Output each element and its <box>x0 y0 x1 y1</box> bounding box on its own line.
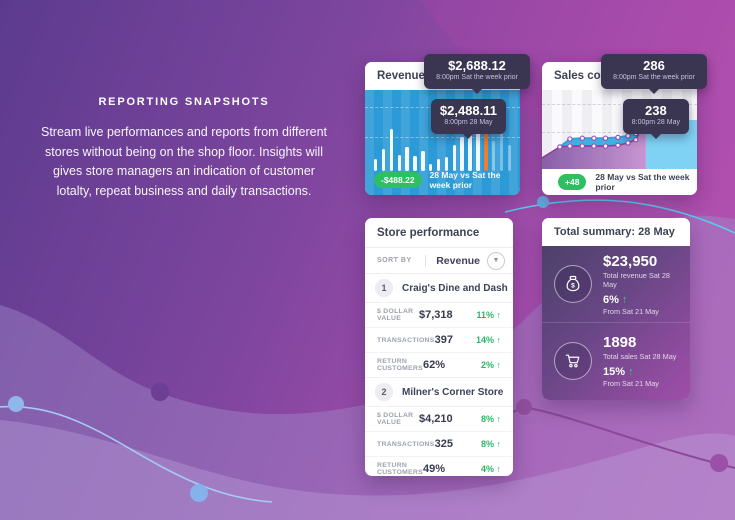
summary-value: 1898 <box>603 334 637 351</box>
store-rank-badge: 1 <box>375 279 393 297</box>
dot-blue-bottom <box>190 484 208 502</box>
store-name: Craig's Dine and Dash <box>402 282 508 294</box>
bar <box>405 147 409 171</box>
bar <box>460 137 464 171</box>
summary-label: Total sales Sat 28 May <box>603 352 677 361</box>
sales-count-card: Sales count +48 28 May vs Sat the week p… <box>542 54 707 195</box>
divider <box>425 254 426 267</box>
summary-section-sales: 1898 Total sales Sat 28 May 15% ↑ From S… <box>542 322 690 399</box>
tooltip-prior: $2,688.12 8:00pm Sat the week prior <box>424 54 530 89</box>
dot-purple-right <box>710 454 728 472</box>
dot-dark-purple <box>151 383 169 401</box>
bar <box>413 156 417 171</box>
intro-body: Stream live performances and reports fro… <box>40 125 327 198</box>
summary-title: Total summary: 28 May <box>542 218 690 246</box>
highlighted-bar <box>484 118 488 171</box>
bar <box>507 145 512 171</box>
sort-dropdown-button[interactable]: ▼ <box>487 251 505 270</box>
cart-icon <box>554 342 592 380</box>
metric-row: TRANSACTIONS 397 14% ↑ <box>365 328 513 353</box>
revenue-card: Revenue -$488.22 28 May vs Sat the week … <box>365 54 530 195</box>
bar <box>397 155 402 171</box>
bar <box>468 127 472 171</box>
bar <box>374 159 378 171</box>
bar <box>429 164 433 171</box>
metric-row: $ DOLLAR VALUE $7,318 11% ↑ <box>365 303 513 328</box>
bar <box>436 159 441 171</box>
metric-row: RETURN CUSTOMERS 49% 4% ↑ <box>377 462 501 476</box>
dot-blue-left <box>8 396 24 412</box>
store-row: 2 Milner's Corner Store <box>365 378 513 407</box>
bar <box>381 149 386 171</box>
tooltip-prior: 286 8:00pm Sat the week prior <box>601 54 707 89</box>
summary-change: 15% <box>603 366 626 378</box>
summary-label: Total revenue Sat 28 May <box>603 270 670 289</box>
store-name: Milner's Corner Store <box>402 386 504 398</box>
summary-change-label: From Sat 21 May <box>603 379 659 388</box>
summary-body: $ $23,950 Total revenue Sat 28 May 6% ↑ … <box>542 246 690 400</box>
money-bag-icon: $ <box>554 265 592 303</box>
metric-row: $ DOLLAR VALUE $4,210 8% ↑ <box>365 407 513 432</box>
metric-row: TRANSACTIONS 325 8% ↑ <box>365 432 513 457</box>
svg-text:$: $ <box>571 282 575 289</box>
sort-by-label: SORT BY <box>377 257 412 264</box>
delta-badge: -$488.22 <box>374 172 422 188</box>
sort-value-dropdown[interactable]: Revenue <box>436 254 480 267</box>
summary-section-revenue: $ $23,950 Total revenue Sat 28 May 6% ↑ … <box>542 246 690 322</box>
metric-row: RETURN CUSTOMERS 62% 2% ↑ <box>365 353 513 378</box>
arrow-up-icon: ↑ <box>621 293 628 306</box>
chevron-down-icon: ▼ <box>492 257 500 264</box>
revenue-bars <box>374 118 512 171</box>
bar <box>421 151 425 171</box>
delta-badge: +48 <box>558 174 587 190</box>
intro-block: REPORTING SNAPSHOTS Stream live performa… <box>28 96 340 201</box>
gridline <box>365 137 520 138</box>
store-rank-badge: 2 <box>375 383 393 401</box>
sort-by-row: SORT BY Revenue ▼ <box>365 248 513 274</box>
store-performance-card: Store performance SORT BY Revenue ▼ 1 Cr… <box>365 218 513 476</box>
gridline <box>542 132 697 133</box>
bar <box>499 127 504 171</box>
bar <box>476 118 480 171</box>
summary-value: $23,950 <box>603 252 658 270</box>
bar <box>491 141 496 171</box>
arrow-up-icon: ↑ <box>628 366 634 378</box>
tooltip-current: $2,488.11 8:00pm 28 May <box>430 99 506 134</box>
dot-cyan-small <box>537 196 549 208</box>
total-summary-card: Total summary: 28 May $ $23,950 Total re… <box>542 218 690 400</box>
summary-change: 6% <box>603 293 619 306</box>
dot-purple-mid <box>516 399 532 415</box>
summary-change-label: From Sat 21 May <box>603 306 659 316</box>
bar <box>444 157 449 171</box>
bar <box>389 129 394 171</box>
tooltip-current: 238 8:00pm 28 May <box>622 99 689 134</box>
comparison-label: 28 May vs Sat the week prior <box>429 170 501 190</box>
store-row: 1 Craig's Dine and Dash <box>365 274 513 303</box>
store-performance-title: Store performance <box>365 218 513 248</box>
comparison-label: 28 May vs Sat the week prior <box>595 172 690 192</box>
intro-title: REPORTING SNAPSHOTS <box>98 96 270 108</box>
bar <box>452 145 457 171</box>
gridline <box>542 104 697 105</box>
